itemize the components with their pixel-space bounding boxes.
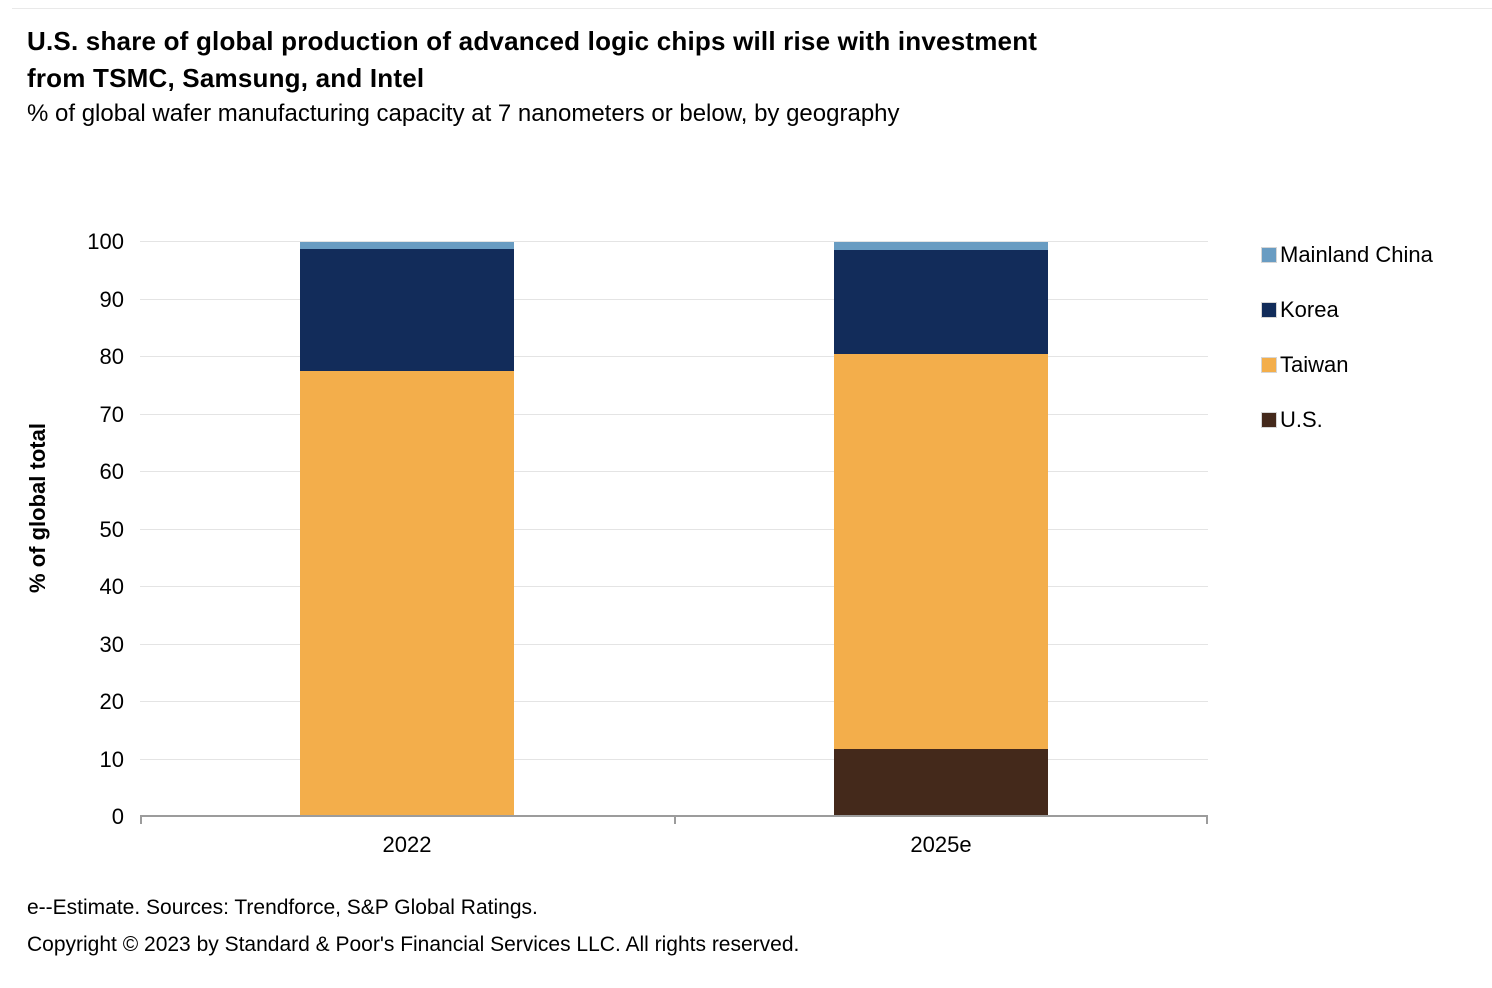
x-axis-tick [674,817,676,824]
bar-segment-2022-taiwan [300,370,514,817]
y-tick-label-50: 50 [99,516,124,542]
x-axis-tick [1206,817,1208,824]
legend-item-taiwan: Taiwan [1262,352,1433,377]
legend-label: Taiwan [1280,352,1349,377]
y-tick-label-10: 10 [99,746,124,772]
legend-swatch-icon [1262,413,1276,427]
y-tick-label-0: 0 [111,804,124,829]
y-tick-label-100: 100 [87,229,124,254]
plot-area [140,241,1208,824]
x-axis-tick [140,817,142,824]
y-axis-tick-labels: 0 10 20 30 40 50 60 70 80 90 100 [0,231,124,828]
copyright-note: Copyright © 2023 by Standard & Poor's Fi… [27,933,800,956]
top-divider [12,8,1492,9]
bar-segment-2025e-taiwan [834,354,1048,750]
legend-label: U.S. [1280,407,1323,432]
source-note: e--Estimate. Sources: Trendforce, S&P Gl… [27,896,538,919]
gridline-70 [140,413,1208,415]
stacked-bar-2022 [300,242,514,817]
x-tick-label-2022: 2022 [382,832,432,857]
legend-item-u-s-: U.S. [1262,407,1433,432]
bar-segment-2025e-u-s- [834,749,1048,817]
legend-swatch-icon [1262,358,1276,372]
gridline-80 [140,356,1208,357]
y-tick-label-40: 40 [99,574,124,599]
gridline-40 [140,586,1208,587]
gridline-20 [140,701,1208,702]
bar-segment-2022-korea [300,248,514,371]
bar-segment-2025e-korea [834,250,1048,355]
y-tick-label-20: 20 [99,689,124,714]
gridline-60 [140,471,1208,472]
legend: Mainland China Korea Taiwan U.S. [1262,242,1433,464]
y-tick-label-80: 80 [99,344,124,369]
bar-segment-2025e-mainland-china [834,242,1048,251]
chart-title-line2: from TSMC, Samsung, and Intel [27,63,425,93]
legend-label: Mainland China [1280,242,1433,267]
legend-swatch-icon [1262,303,1276,317]
x-axis-line [140,815,1208,824]
gridline-10 [140,758,1208,760]
stacked-bar-2025e [834,242,1048,817]
gridline-50 [140,528,1208,530]
legend-item-mainland-china: Mainland China [1262,242,1433,267]
gridline-100 [140,241,1208,242]
chart-subtitle: % of global wafer manufacturing capacity… [27,100,900,127]
x-axis-tick-labels: 2022 2025e [140,832,1208,862]
y-tick-label-90: 90 [99,286,124,312]
y-tick-label-70: 70 [99,401,124,427]
chart-footer: e--Estimate. Sources: Trendforce, S&P Gl… [27,889,799,963]
legend-swatch-icon [1262,248,1276,262]
gridline-30 [140,643,1208,645]
y-tick-label-60: 60 [99,459,124,484]
chart-title-line1: U.S. share of global production of advan… [27,26,1038,56]
x-tick-label-2025e: 2025e [910,832,972,857]
chart-title: U.S. share of global production of advan… [27,23,1037,97]
legend-item-korea: Korea [1262,297,1433,322]
legend-label: Korea [1280,297,1339,322]
gridline-90 [140,298,1208,300]
y-tick-label-30: 30 [99,631,124,657]
bar-segment-2022-mainland-china [300,242,514,249]
